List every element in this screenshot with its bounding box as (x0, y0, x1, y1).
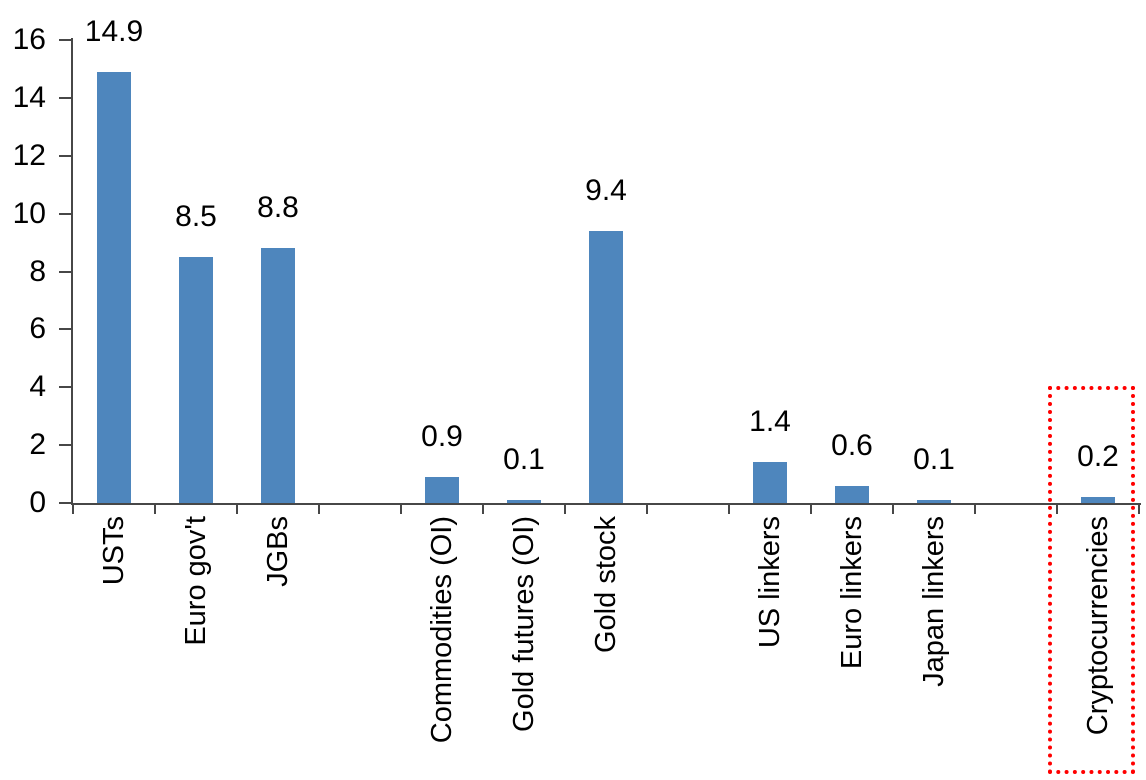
x-tick-mark (318, 503, 320, 514)
category-label: US linkers (754, 516, 786, 649)
category-label: Euro linkers (836, 516, 868, 670)
y-tick-mark (59, 328, 73, 331)
y-tick-mark (59, 444, 73, 447)
value-label: 8.8 (257, 191, 299, 225)
value-label: 1.4 (749, 405, 791, 439)
y-tick-mark (59, 96, 73, 99)
x-tick-mark (482, 503, 484, 514)
x-tick-mark (564, 503, 566, 514)
bar (917, 500, 951, 503)
bar (179, 257, 213, 503)
highlight-box (1048, 386, 1135, 774)
x-tick-mark (236, 503, 238, 514)
y-tick-label: 0 (29, 486, 46, 519)
y-tick-label: 4 (29, 370, 46, 404)
category-label: Euro gov't (180, 516, 212, 646)
category-label: Gold futures (OI) (508, 516, 540, 732)
x-tick-mark (810, 503, 812, 514)
category-label: Gold stock (590, 516, 622, 653)
y-tick-mark (59, 270, 73, 273)
bar (835, 485, 869, 503)
bar (507, 500, 541, 503)
value-label: 9.4 (585, 173, 627, 207)
y-tick-mark (59, 502, 73, 504)
value-label: 0.2 (1077, 440, 1119, 474)
x-tick-mark (646, 503, 648, 514)
category-label: USTs (98, 516, 130, 586)
y-tick-label: 12 (12, 138, 46, 172)
value-label: 8.5 (175, 200, 217, 234)
y-tick-label: 14 (12, 80, 46, 114)
value-label: 0.1 (913, 443, 955, 477)
x-tick-mark (1138, 503, 1140, 514)
value-label: 14.9 (84, 14, 144, 48)
y-tick-label: 16 (12, 23, 46, 56)
y-tick-mark (59, 154, 73, 157)
bar (97, 71, 131, 503)
x-tick-mark (72, 503, 74, 514)
value-label: 0.9 (421, 419, 463, 453)
value-label: 0.6 (831, 428, 873, 462)
x-tick-mark (728, 503, 730, 514)
x-tick-mark (892, 503, 894, 514)
bar (753, 462, 787, 503)
x-axis-line (71, 503, 1141, 505)
category-label: JGBs (262, 516, 294, 587)
bar (589, 230, 623, 503)
y-tick-label: 10 (12, 196, 46, 230)
y-tick-mark (59, 39, 73, 41)
y-tick-label: 6 (29, 312, 46, 346)
x-tick-mark (154, 503, 156, 514)
bar (425, 476, 459, 503)
x-tick-mark (1056, 503, 1058, 514)
y-tick-mark (59, 386, 73, 389)
bar (261, 248, 295, 503)
y-tick-mark (59, 212, 73, 215)
y-tick-label: 8 (29, 254, 46, 288)
value-label: 0.1 (503, 443, 545, 477)
x-tick-mark (974, 503, 976, 514)
category-label: Japan linkers (918, 516, 950, 687)
x-tick-mark (400, 503, 402, 514)
category-label: Commodities (OI) (426, 516, 458, 744)
bar (1081, 497, 1115, 503)
y-tick-label: 2 (29, 428, 46, 462)
